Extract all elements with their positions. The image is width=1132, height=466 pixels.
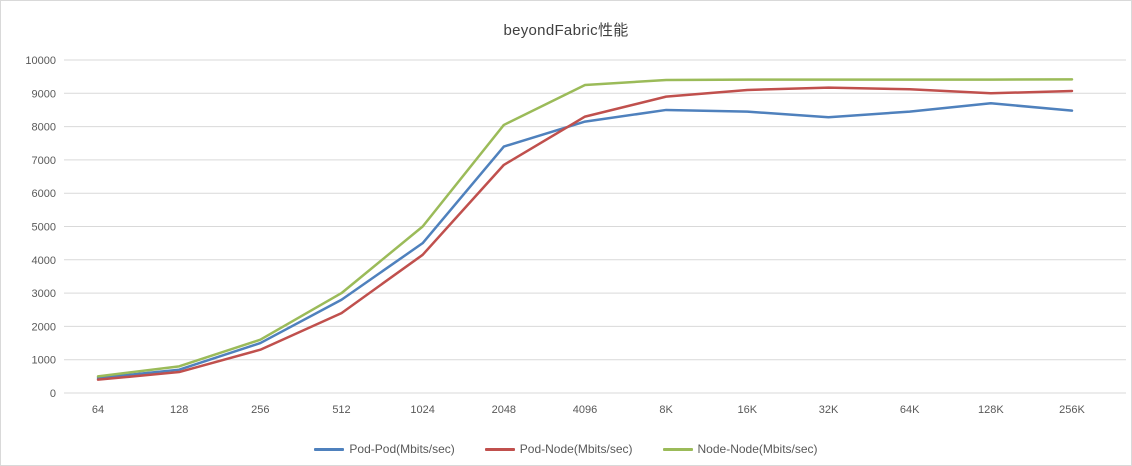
y-axis-tick-label: 7000 bbox=[32, 155, 56, 167]
y-axis-tick-label: 2000 bbox=[32, 321, 56, 333]
legend-line-swatch bbox=[314, 447, 345, 451]
legend-label: Pod-Node(Mbits/sec) bbox=[519, 442, 633, 456]
x-axis-tick-label: 4096 bbox=[573, 404, 597, 416]
x-axis-tick-label: 128K bbox=[978, 404, 1004, 416]
legend-line-swatch bbox=[662, 447, 693, 451]
x-axis-tick-label: 512 bbox=[332, 404, 350, 416]
legend-label: Node-Node(Mbits/sec) bbox=[697, 442, 818, 456]
x-axis-tick-label: 64K bbox=[900, 404, 920, 416]
legend-item: Pod-Node(Mbits/sec) bbox=[484, 442, 633, 456]
x-axis-tick-label: 16K bbox=[738, 404, 758, 416]
x-axis-tick-label: 1024 bbox=[410, 404, 434, 416]
legend-label: Pod-Pod(Mbits/sec) bbox=[349, 442, 455, 456]
x-axis-tick-label: 128 bbox=[170, 404, 188, 416]
x-axis-tick-label: 256 bbox=[251, 404, 269, 416]
legend-item: Node-Node(Mbits/sec) bbox=[662, 442, 818, 456]
y-axis-tick-label: 9000 bbox=[32, 88, 56, 100]
y-axis-tick-label: 6000 bbox=[32, 188, 56, 200]
series-line-pod-node bbox=[96, 86, 1074, 381]
legend-line-swatch bbox=[484, 447, 515, 451]
y-axis-tick-label: 8000 bbox=[32, 122, 56, 134]
y-axis-tick-label: 5000 bbox=[32, 222, 56, 234]
legend-item: Pod-Pod(Mbits/sec) bbox=[314, 442, 455, 456]
x-axis-tick-label: 2048 bbox=[492, 404, 516, 416]
y-axis-tick-label: 10000 bbox=[25, 55, 56, 67]
series-line-node-node bbox=[96, 78, 1074, 378]
x-axis-tick-label: 32K bbox=[819, 404, 839, 416]
chart-title: beyondFabric性能 bbox=[503, 22, 629, 39]
y-axis-tick-label: 1000 bbox=[32, 355, 56, 367]
x-axis-tick-label: 64 bbox=[92, 404, 104, 416]
y-axis-tick-label: 3000 bbox=[32, 288, 56, 300]
x-axis-tick-label: 8K bbox=[659, 404, 673, 416]
series-line-pod-pod bbox=[96, 102, 1074, 380]
x-axis-tick-label: 256K bbox=[1059, 404, 1085, 416]
y-axis-tick-label: 0 bbox=[50, 388, 56, 400]
y-axis-tick-label: 4000 bbox=[32, 255, 56, 267]
chart-legend: Pod-Pod(Mbits/sec) Pod-Node(Mbits/sec) Nod… bbox=[1, 442, 1131, 456]
